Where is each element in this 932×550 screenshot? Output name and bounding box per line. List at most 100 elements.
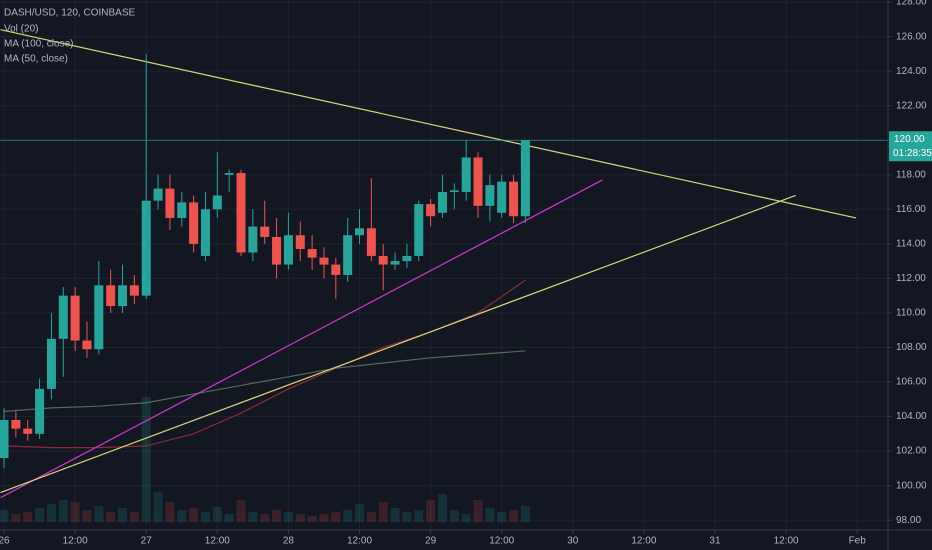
volume-bar [236, 500, 246, 522]
volume-bar [35, 508, 45, 522]
volume-bar [378, 502, 388, 522]
x-tick-label: 12:00 [489, 536, 514, 547]
candle-body [212, 195, 222, 210]
volume-bar [248, 512, 258, 522]
volume-bar [355, 504, 365, 522]
volume-bar [283, 512, 293, 522]
volume-bar [118, 508, 128, 522]
candle-body [366, 228, 376, 256]
y-axis-panel [888, 0, 932, 550]
y-tick-label: 126.00 [896, 31, 927, 42]
candle-body [236, 173, 246, 253]
volume-bar [319, 514, 329, 522]
volume-bar [426, 500, 436, 522]
candle-body [283, 235, 293, 265]
chart-title: DASH/USD, 120, COINBASE [4, 8, 135, 19]
candle-body [58, 295, 68, 339]
volume-bar [485, 508, 495, 522]
x-tick-label: 30 [567, 536, 579, 547]
candle-body [200, 209, 210, 256]
y-tick-label: 110.00 [896, 308, 926, 319]
candle-body [307, 249, 317, 258]
volume-bar [46, 504, 56, 522]
candle-body [118, 285, 128, 307]
candle-body [153, 188, 163, 201]
candle-body [449, 190, 459, 193]
volume-bar [509, 510, 519, 522]
y-tick-label: 124.00 [896, 66, 927, 77]
candle-body [319, 257, 329, 265]
candle-body [378, 255, 388, 265]
candle-body [295, 235, 305, 250]
candle-body [426, 204, 436, 217]
y-tick-label: 106.00 [896, 377, 927, 388]
y-tick-label: 116.00 [896, 204, 926, 215]
candle-body [23, 428, 33, 434]
candle-body [402, 255, 412, 262]
candle-body [106, 285, 116, 307]
volume-bar [307, 516, 317, 522]
volume-bar [437, 494, 447, 522]
volume-bar [520, 506, 530, 522]
candle-body [331, 264, 341, 275]
candle-body [224, 173, 234, 175]
price-tag-label: 120.00 [894, 134, 925, 145]
candle-body [390, 261, 400, 265]
volume-bar [165, 502, 175, 522]
candle-body [189, 202, 199, 244]
candle-body [70, 295, 80, 341]
volume-bar [331, 512, 341, 522]
y-tick-label: 114.00 [896, 238, 926, 249]
volume-bar [94, 506, 104, 522]
volume-bar [106, 512, 116, 522]
volume-bar [449, 510, 459, 522]
volume-bar [414, 510, 424, 522]
volume-bar [343, 510, 353, 522]
x-tick-label: 31 [709, 536, 721, 547]
volume-bar [23, 512, 33, 522]
indicator-label: MA (50, close) [4, 54, 68, 65]
x-tick-label: 12:00 [63, 536, 88, 547]
trendline [0, 194, 796, 494]
candle-body [485, 185, 495, 206]
candle-body [414, 204, 424, 256]
volume-bar [295, 514, 305, 522]
volume-bar [58, 500, 68, 522]
y-tick-label: 102.00 [896, 446, 927, 457]
candle-body [355, 228, 365, 236]
x-tick-label: 28 [283, 536, 295, 547]
candle-body [82, 340, 92, 350]
volume-bar [260, 514, 270, 522]
x-tick-label: 29 [425, 536, 437, 547]
price-tag [889, 131, 932, 162]
y-tick-label: 100.00 [896, 480, 927, 491]
candle-body [94, 285, 104, 350]
candle-body [520, 140, 530, 217]
moving-average [3, 350, 526, 412]
x-tick-label: 26 [0, 536, 10, 547]
volume-bar [189, 508, 199, 522]
x-tick-label: 12:00 [347, 536, 372, 547]
x-tick-label: 12:00 [205, 536, 230, 547]
x-axis-panel [0, 530, 932, 550]
volume-bar [366, 512, 376, 522]
candle-body [11, 419, 21, 429]
trendline [0, 179, 603, 499]
price-countdown: 01:28:35 [893, 148, 932, 159]
y-tick-label: 108.00 [896, 342, 927, 353]
volume-bar [200, 512, 210, 522]
volume-bar [153, 492, 163, 522]
candle-body [248, 226, 258, 253]
x-tick-label: 12:00 [774, 536, 799, 547]
y-tick-label: 118.00 [896, 169, 926, 180]
candle-body [129, 285, 139, 296]
volume-bar [11, 514, 21, 522]
x-tick-label: 27 [141, 536, 153, 547]
volume-bar [129, 512, 139, 522]
volume-bar [272, 510, 282, 522]
y-tick-label: 128.00 [896, 0, 927, 8]
candle-body [141, 200, 151, 296]
